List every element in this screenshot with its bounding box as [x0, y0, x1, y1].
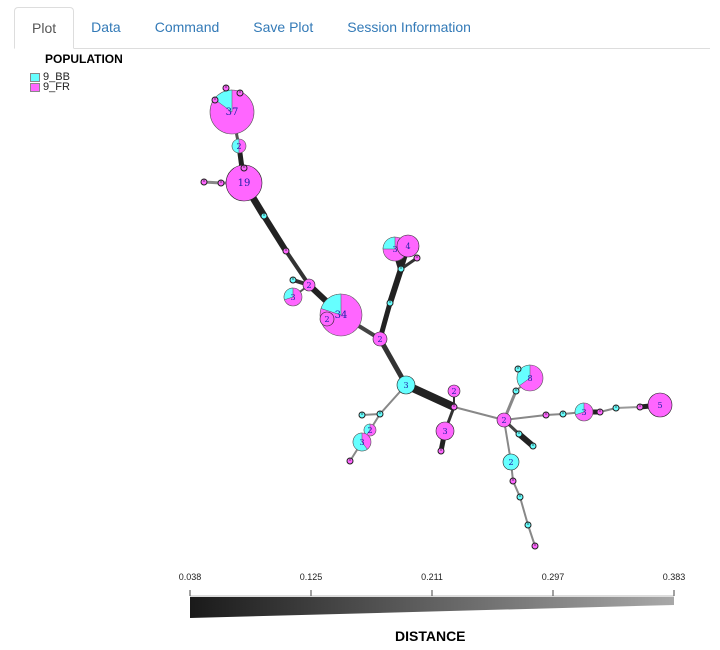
tab-command[interactable]: Command [154, 19, 220, 35]
network-node [302, 278, 316, 292]
node-count-label: 2 [501, 416, 506, 425]
node-count-label: 4 [405, 242, 410, 251]
network-node [396, 375, 416, 395]
tab-bar: Plot Data Command Save Plot Session Info… [14, 7, 710, 49]
scale-tick-label: 0.038 [178, 572, 202, 582]
network-edge [527, 524, 536, 547]
scale-tick-label: 0.297 [541, 572, 565, 582]
node-count-label: 2 [508, 458, 513, 467]
tab-save-plot[interactable]: Save Plot [253, 19, 314, 35]
node-bb-slice [320, 293, 342, 316]
legend-item-fr: 9_FR [30, 81, 70, 93]
network-edge [284, 249, 311, 287]
node-count-label: 5 [657, 401, 662, 410]
node-count-label: 3 [442, 427, 447, 436]
network-node [435, 421, 455, 441]
distance-gradient-bar [190, 597, 674, 618]
node-bb-slice [352, 432, 368, 452]
scale-tick-label: 0.125 [299, 572, 323, 582]
network-node [647, 392, 673, 418]
tab-plot[interactable]: Plot [14, 7, 75, 49]
legend-title: POPULATION [45, 52, 123, 66]
network-node [372, 331, 388, 347]
tab-session-information[interactable]: Session Information [347, 19, 471, 35]
node-bb-slice [231, 138, 240, 154]
node-count-label: 2 [377, 335, 382, 344]
network-edge [261, 214, 289, 253]
network-edge [387, 268, 404, 304]
node-count-label: 2 [367, 426, 372, 435]
legend-label: 9_FR [43, 81, 70, 93]
node-count-label: 2 [306, 281, 311, 290]
node-count-label: 2 [324, 315, 329, 324]
node-bb-slice [283, 287, 294, 301]
legend-item-bb: 9_BB [30, 71, 70, 83]
node-count-label: 3 [392, 245, 397, 254]
scale-title: DISTANCE [395, 628, 466, 644]
network-edge [615, 406, 641, 409]
node-count-label: 2 [236, 142, 241, 151]
node-count-label: 3 [359, 438, 364, 447]
scale-tick-label: 0.211 [421, 572, 443, 582]
node-count-label: 34 [335, 310, 348, 321]
network-node [447, 384, 461, 398]
legend-swatch [30, 82, 40, 92]
network-node [319, 311, 335, 327]
tab-data[interactable]: Data [91, 19, 121, 35]
node-count-label: 37 [226, 107, 239, 118]
node-count-label: 19 [238, 178, 251, 189]
node-count-label: 3 [290, 293, 295, 302]
node-count-label: 3 [403, 381, 408, 390]
network-node [496, 412, 512, 428]
node-count-label: 3 [581, 408, 586, 417]
node-bb-slice [574, 402, 585, 416]
network-node [502, 453, 520, 471]
node-count-label: 2 [451, 387, 456, 396]
scale-tick-label: 0.383 [662, 572, 686, 582]
legend-label: 9_BB [43, 71, 70, 83]
network-edge [519, 496, 529, 526]
node-count-label: 8 [527, 374, 532, 383]
node-bb-slice [382, 236, 396, 250]
network-edge [453, 406, 505, 421]
network-node [396, 234, 420, 258]
legend-swatch [30, 72, 40, 82]
